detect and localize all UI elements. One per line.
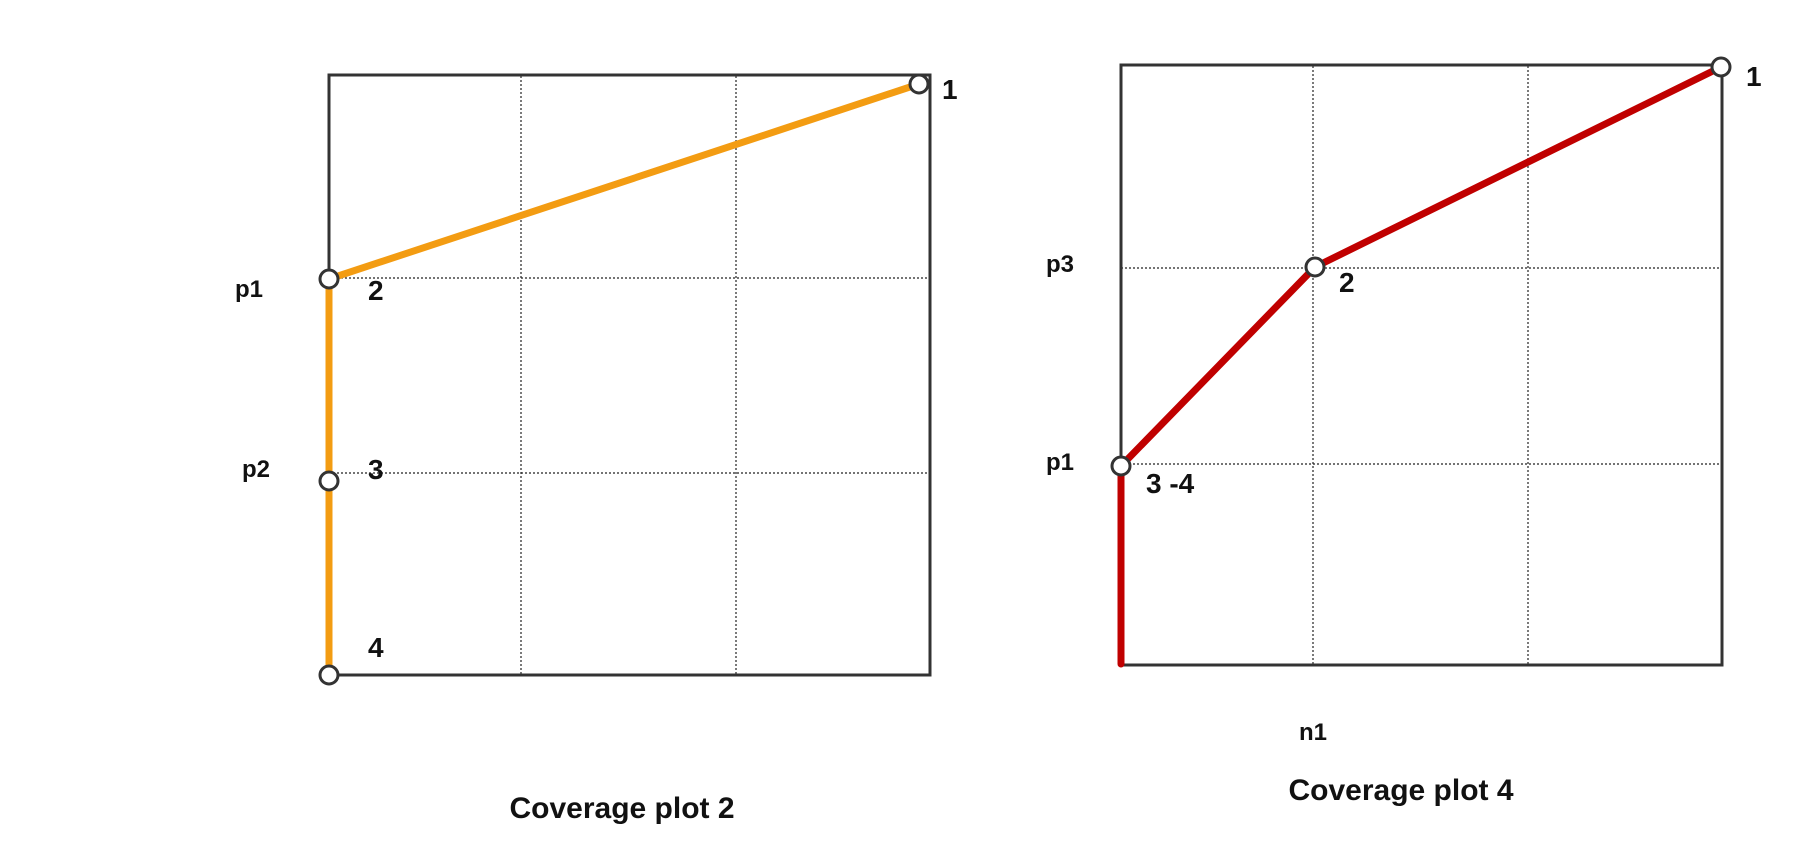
point-label: 2 — [1339, 267, 1355, 298]
point-label: 3 — [368, 454, 384, 485]
row-label: p1 — [1046, 449, 1074, 476]
point-label: 1 — [1746, 61, 1762, 92]
point-marker — [318, 268, 340, 290]
coverage-curve — [1117, 63, 1725, 668]
point-label: 4 — [368, 632, 384, 663]
point-marker — [1710, 56, 1732, 78]
row-label: p3 — [1046, 251, 1074, 278]
point-label: 1 — [942, 74, 958, 105]
column-label: n1 — [1299, 719, 1327, 746]
plot-frame — [327, 73, 932, 677]
point-marker — [1304, 256, 1326, 278]
point-marker — [1110, 455, 1132, 477]
plot-frame — [1119, 63, 1724, 667]
point-label: 2 — [368, 275, 384, 306]
coverage-curve — [325, 80, 923, 677]
point-label: 3 -4 — [1146, 468, 1195, 499]
row-label: p2 — [242, 456, 270, 483]
point-marker — [318, 664, 340, 686]
coverage-plot-2: 1 2 3 4 p1 p2 Coverage plot 2 — [235, 73, 958, 825]
row-label: p1 — [235, 276, 263, 303]
point-marker — [908, 73, 930, 95]
coverage-plot-4: 1 2 3 -4 p3 p1 n1 Coverage plot 4 — [1046, 56, 1762, 807]
plot-title: Coverage plot 2 — [509, 792, 734, 825]
point-marker — [318, 470, 340, 492]
plot-title: Coverage plot 4 — [1288, 774, 1513, 807]
